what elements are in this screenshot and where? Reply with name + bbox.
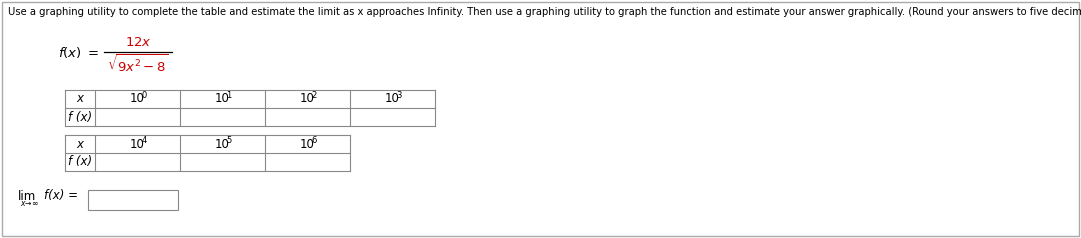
Text: 3: 3 — [397, 91, 402, 100]
Bar — [88, 190, 178, 210]
Text: 4: 4 — [142, 136, 147, 145]
Text: Use a graphing utility to complete the table and estimate the limit as x approac: Use a graphing utility to complete the t… — [8, 7, 1081, 17]
Text: 10: 10 — [130, 93, 145, 105]
Text: $x\!\rightarrow\!\infty$: $x\!\rightarrow\!\infty$ — [21, 199, 39, 208]
Text: 1: 1 — [226, 91, 231, 100]
Text: f (x): f (x) — [68, 110, 92, 124]
Text: lim: lim — [18, 189, 37, 203]
Text: x: x — [77, 138, 83, 150]
Text: 10: 10 — [385, 93, 400, 105]
Text: f(x) =: f(x) = — [44, 189, 78, 203]
Text: $12x$: $12x$ — [124, 36, 151, 50]
Text: 10: 10 — [301, 138, 315, 150]
Text: 10: 10 — [130, 138, 145, 150]
Text: $f(x)\ =$: $f(x)\ =$ — [58, 45, 99, 60]
Text: 2: 2 — [311, 91, 317, 100]
Text: f (x): f (x) — [68, 155, 92, 169]
Text: 6: 6 — [311, 136, 317, 145]
Text: 0: 0 — [142, 91, 147, 100]
Text: $\sqrt{9x^2 - 8}$: $\sqrt{9x^2 - 8}$ — [107, 53, 169, 75]
Text: 5: 5 — [226, 136, 231, 145]
Text: 10: 10 — [215, 138, 230, 150]
Text: 10: 10 — [301, 93, 315, 105]
Text: x: x — [77, 93, 83, 105]
Text: 10: 10 — [215, 93, 230, 105]
